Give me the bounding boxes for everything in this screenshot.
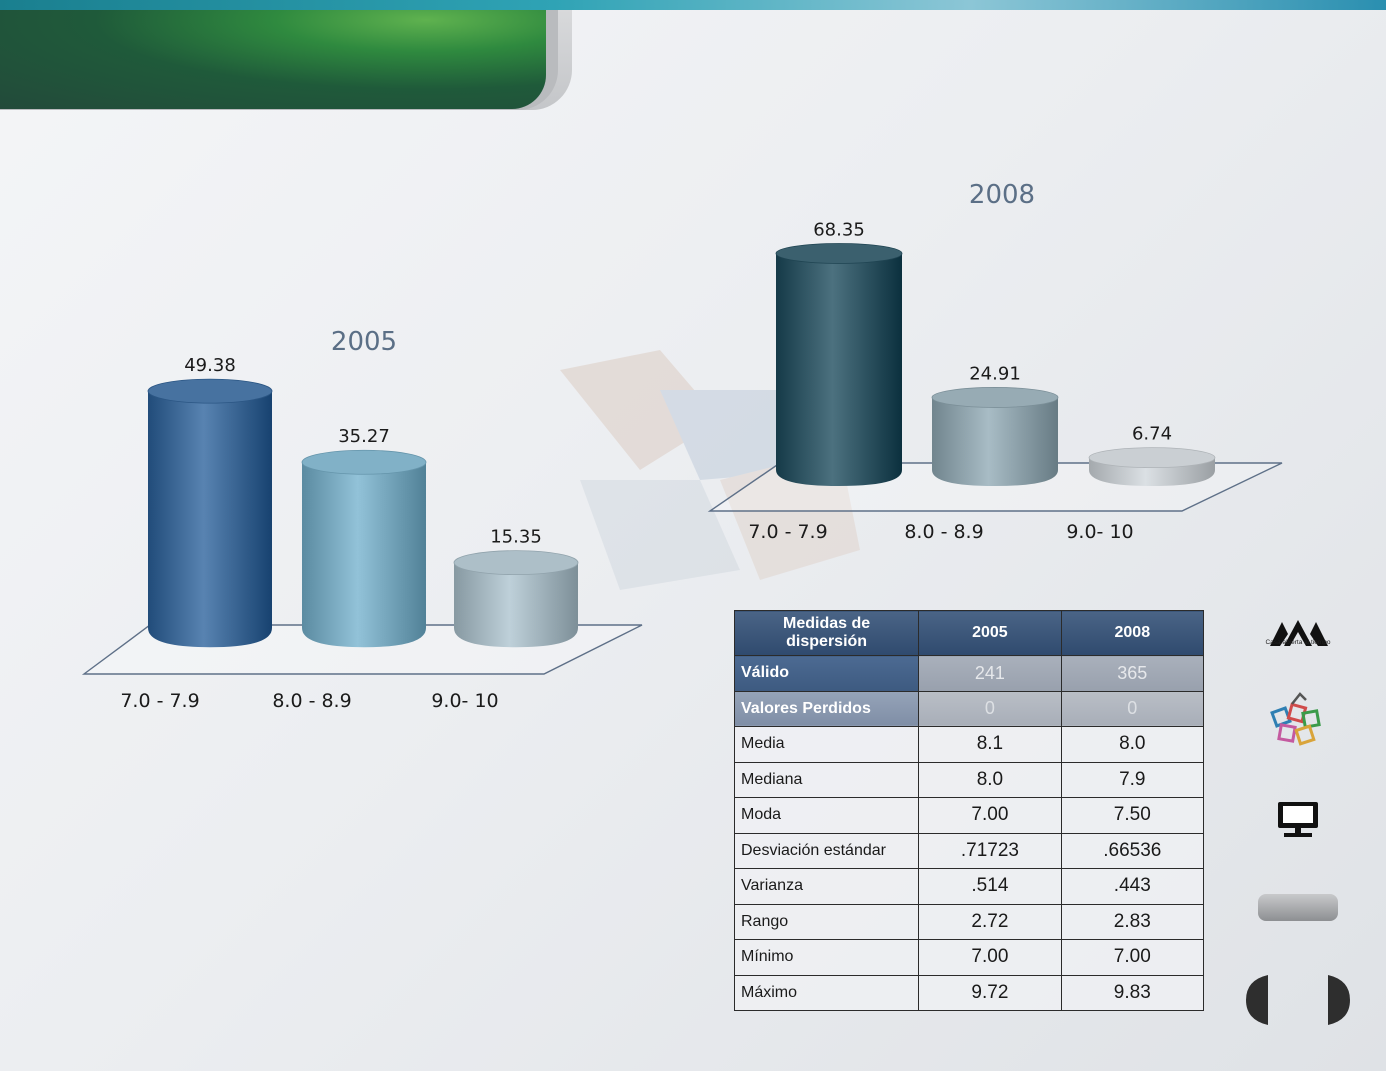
chart-2008: 2008 68.35 7.0 - 7.9 24.91 8.0 - 8.9 6.74 9.0… — [707, 180, 1283, 543]
bar-1 — [776, 253, 902, 486]
category-label-3: 9.0- 10 — [1066, 521, 1133, 543]
table-row: Desviación estándar .71723 .66536 — [733, 832, 1205, 869]
data-label-3: 6.74 — [1132, 424, 1172, 445]
logo-caption: Casa abierta al tiempo — [1265, 639, 1331, 646]
table-row-valid: Válido 241 365 — [733, 655, 1205, 692]
header-measures: Medidas de dispersión — [733, 610, 920, 656]
data-label-3: 15.35 — [490, 527, 542, 548]
uam-logo-icon — [1270, 620, 1328, 646]
category-label-1: 7.0 - 7.9 — [120, 690, 199, 712]
category-label-2: 8.0 - 8.9 — [272, 690, 351, 712]
bar-2-top — [931, 387, 1059, 408]
cell-2005: 2.72 — [918, 903, 1062, 940]
cell-2008: 365 — [1060, 655, 1205, 692]
prev-arrow-icon[interactable] — [1246, 975, 1268, 1025]
cell-2008: 8.0 — [1060, 726, 1205, 763]
header-title-block — [0, 10, 546, 109]
bar-3-top — [453, 550, 579, 576]
cell-2005: 8.0 — [918, 761, 1062, 798]
chart-2005: 2005 49.38 7.0 - 7.9 35.27 8.0 - 8.9 15.35 9.… — [81, 327, 643, 712]
cell-2008: 0 — [1060, 690, 1205, 727]
header-2005: 2005 — [918, 610, 1062, 656]
row-label: Válido — [733, 655, 920, 692]
data-label-2: 24.91 — [969, 363, 1021, 384]
table-row-missing-values: Valores Perdidos 0 0 — [733, 690, 1205, 727]
cell-2008: 2.83 — [1060, 903, 1205, 940]
table-row: Rango 2.72 2.83 — [733, 903, 1205, 940]
category-label-2: 8.0 - 8.9 — [904, 521, 983, 543]
cell-2005: 0 — [918, 690, 1062, 727]
chart-title: 2008 — [969, 180, 1035, 210]
cell-2005: 241 — [918, 655, 1062, 692]
cell-2005: 7.00 — [918, 939, 1062, 976]
top-accent-bar — [0, 0, 1386, 10]
bar-1-top — [775, 243, 903, 264]
row-label: Media — [733, 726, 920, 763]
cell-2005: .71723 — [918, 832, 1062, 869]
row-label: Desviación estándar — [733, 832, 920, 869]
row-label: Moda — [733, 797, 920, 834]
monitor-icon[interactable] — [1276, 800, 1320, 838]
row-label: Mediana — [733, 761, 920, 798]
cell-2005: 9.72 — [918, 974, 1062, 1011]
grey-button[interactable] — [1258, 894, 1338, 921]
table-row: Media 8.1 8.0 — [733, 726, 1205, 763]
bar-3-top — [1088, 447, 1216, 469]
table-row: Mínimo 7.00 7.00 — [733, 939, 1205, 976]
cell-2005: 7.00 — [918, 797, 1062, 834]
table-row: Moda 7.00 7.50 — [733, 797, 1205, 834]
row-label: Máximo — [733, 974, 920, 1011]
row-label: Mínimo — [733, 939, 920, 976]
row-label: Rango — [733, 903, 920, 940]
category-label-1: 7.0 - 7.9 — [748, 521, 827, 543]
dispersion-measures-table: Medidas de dispersión 2005 2008 Válido 2… — [733, 610, 1205, 1011]
cell-2008: 7.50 — [1060, 797, 1205, 834]
cell-2008: 9.83 — [1060, 974, 1205, 1011]
chart-marks: 49.38 7.0 - 7.9 35.27 8.0 - 8.9 15.35 9.0- 10 — [81, 355, 643, 712]
bar-1-top — [147, 378, 273, 404]
cell-2005: 8.1 — [918, 726, 1062, 763]
bar-2 — [302, 462, 426, 648]
colored-boxes-logo-icon — [1270, 692, 1321, 746]
category-label-3: 9.0- 10 — [431, 690, 498, 712]
table-row: Máximo 9.72 9.83 — [733, 974, 1205, 1011]
bar-1 — [148, 391, 272, 648]
chart-marks: 68.35 7.0 - 7.9 24.91 8.0 - 8.9 6.74 9.0- 10 — [707, 219, 1283, 543]
cell-2008: 7.9 — [1060, 761, 1205, 798]
chart-title: 2005 — [331, 327, 397, 357]
header-2008: 2008 — [1060, 610, 1205, 656]
table-header-row: Medidas de dispersión 2005 2008 — [733, 610, 1205, 656]
cell-2008: .443 — [1060, 868, 1205, 905]
table-row: Mediana 8.0 7.9 — [733, 761, 1205, 798]
data-label-1: 68.35 — [813, 219, 865, 240]
data-label-2: 35.27 — [338, 426, 390, 447]
bar-3 — [454, 562, 578, 648]
next-arrow-icon[interactable] — [1328, 975, 1350, 1025]
cell-2005: .514 — [918, 868, 1062, 905]
cell-2008: .66536 — [1060, 832, 1205, 869]
row-label: Varianza — [733, 868, 920, 905]
bar-2 — [932, 397, 1058, 486]
bar-2-top — [301, 449, 427, 475]
table-row: Varianza .514 .443 — [733, 868, 1205, 905]
row-label: Valores Perdidos — [733, 690, 920, 727]
data-label-1: 49.38 — [184, 355, 236, 376]
cell-2008: 7.00 — [1060, 939, 1205, 976]
